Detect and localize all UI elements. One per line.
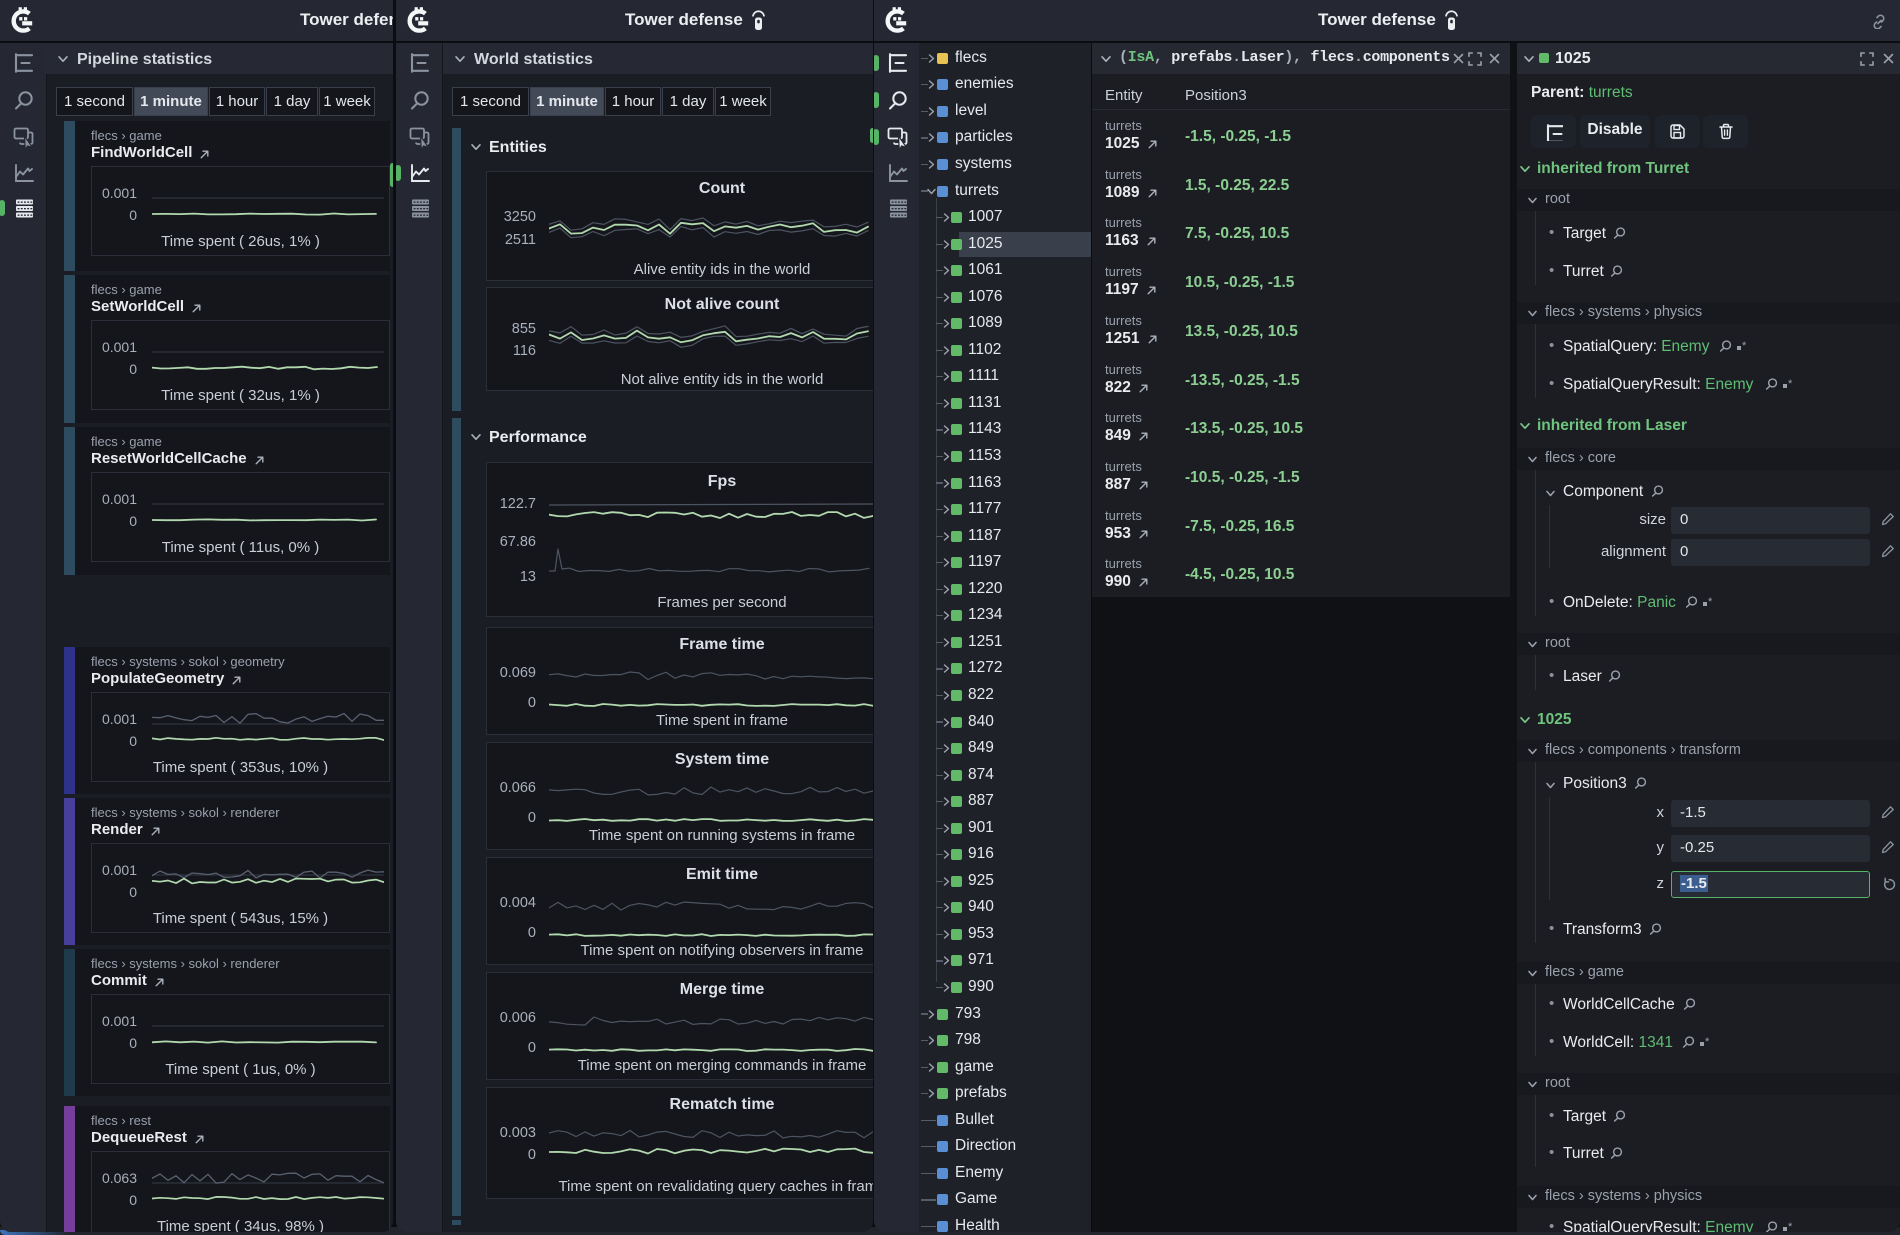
svg-text:*: * [1742, 340, 1747, 352]
svg-text:*: * [1788, 378, 1793, 390]
svg-text:*: * [1708, 596, 1713, 608]
svg-text:*: * [1705, 1036, 1710, 1048]
svg-text:*: * [1788, 1221, 1793, 1232]
